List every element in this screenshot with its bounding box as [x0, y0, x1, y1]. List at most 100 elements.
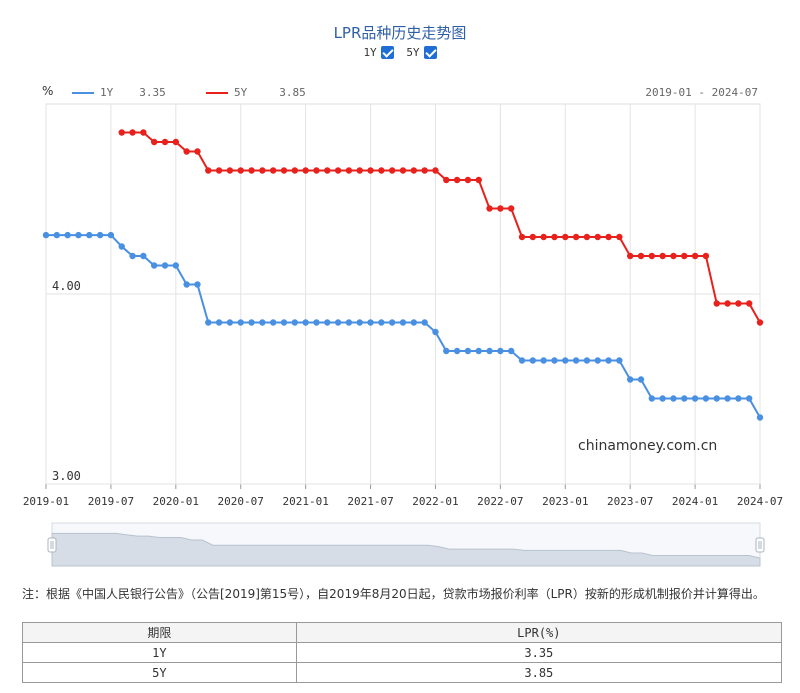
toggle-1y[interactable]: 1Y — [363, 46, 394, 59]
data-point-1y[interactable] — [259, 319, 266, 326]
data-point-1y[interactable] — [324, 319, 331, 326]
data-point-1y[interactable] — [518, 357, 526, 364]
data-point-5y[interactable] — [183, 148, 190, 155]
data-point-1y[interactable] — [194, 281, 201, 288]
data-point-1y[interactable] — [616, 357, 623, 364]
data-point-5y[interactable] — [215, 167, 223, 174]
data-point-5y[interactable] — [670, 252, 677, 260]
data-point-1y[interactable] — [269, 319, 277, 326]
data-point-1y[interactable] — [432, 328, 439, 336]
data-point-1y[interactable] — [96, 231, 104, 239]
data-point-5y[interactable] — [367, 167, 374, 174]
data-point-1y[interactable] — [551, 357, 558, 364]
data-point-1y[interactable] — [53, 231, 61, 239]
data-point-5y[interactable] — [237, 167, 244, 174]
data-point-5y[interactable] — [659, 252, 666, 260]
data-point-5y[interactable] — [551, 233, 558, 241]
data-point-5y[interactable] — [540, 233, 547, 241]
data-point-5y[interactable] — [453, 176, 461, 184]
data-point-5y[interactable] — [432, 167, 439, 174]
data-point-1y[interactable] — [172, 262, 180, 269]
data-point-1y[interactable] — [421, 319, 428, 326]
data-point-5y[interactable] — [475, 176, 482, 184]
data-point-1y[interactable] — [659, 395, 666, 402]
data-point-5y[interactable] — [324, 167, 331, 174]
data-point-5y[interactable] — [291, 167, 299, 174]
data-point-5y[interactable] — [529, 233, 537, 241]
data-point-1y[interactable] — [107, 231, 115, 239]
data-point-1y[interactable] — [443, 347, 450, 355]
data-point-1y[interactable] — [756, 414, 764, 421]
data-point-5y[interactable] — [140, 129, 147, 136]
data-point-1y[interactable] — [367, 319, 374, 326]
data-point-5y[interactable] — [356, 167, 363, 174]
data-point-1y[interactable] — [248, 319, 255, 326]
data-point-1y[interactable] — [129, 252, 136, 260]
data-point-1y[interactable] — [334, 319, 342, 326]
checkbox-checked-icon[interactable] — [423, 46, 437, 59]
data-point-1y[interactable] — [562, 357, 569, 364]
data-point-1y[interactable] — [215, 319, 223, 326]
data-point-1y[interactable] — [648, 395, 656, 402]
data-point-1y[interactable] — [626, 376, 634, 383]
data-point-1y[interactable] — [237, 319, 244, 326]
data-point-5y[interactable] — [194, 148, 201, 155]
data-point-1y[interactable] — [388, 319, 396, 326]
data-point-5y[interactable] — [280, 167, 288, 174]
data-point-1y[interactable] — [583, 357, 591, 364]
data-point-5y[interactable] — [605, 233, 612, 241]
toggle-5y[interactable]: 5Y — [406, 46, 437, 59]
data-point-5y[interactable] — [388, 167, 396, 174]
data-point-1y[interactable] — [226, 319, 234, 326]
data-point-1y[interactable] — [702, 395, 710, 402]
checkbox-checked-icon[interactable] — [380, 46, 394, 59]
data-point-5y[interactable] — [507, 205, 515, 212]
data-point-5y[interactable] — [259, 167, 266, 174]
data-point-1y[interactable] — [302, 319, 309, 326]
data-point-1y[interactable] — [378, 319, 385, 326]
data-point-5y[interactable] — [594, 233, 601, 241]
data-point-5y[interactable] — [269, 167, 277, 174]
data-point-1y[interactable] — [724, 395, 731, 402]
zoom-slider[interactable] — [47, 522, 765, 567]
data-point-5y[interactable] — [756, 319, 764, 326]
data-point-5y[interactable] — [421, 167, 428, 174]
data-point-5y[interactable] — [497, 205, 504, 212]
data-point-1y[interactable] — [572, 357, 580, 364]
data-point-1y[interactable] — [205, 319, 212, 326]
data-point-1y[interactable] — [64, 231, 71, 239]
data-point-1y[interactable] — [486, 347, 493, 355]
data-point-5y[interactable] — [702, 252, 710, 260]
data-point-5y[interactable] — [518, 233, 526, 241]
data-point-1y[interactable] — [594, 357, 601, 364]
data-point-5y[interactable] — [648, 252, 656, 260]
data-point-5y[interactable] — [486, 205, 493, 212]
data-point-5y[interactable] — [129, 129, 136, 136]
data-point-1y[interactable] — [507, 347, 515, 355]
data-point-1y[interactable] — [745, 395, 753, 402]
data-point-5y[interactable] — [410, 167, 418, 174]
data-point-5y[interactable] — [691, 252, 699, 260]
data-point-5y[interactable] — [637, 252, 645, 260]
data-point-5y[interactable] — [616, 233, 623, 241]
data-point-1y[interactable] — [313, 319, 320, 326]
data-point-5y[interactable] — [345, 167, 353, 174]
data-point-5y[interactable] — [248, 167, 255, 174]
data-point-5y[interactable] — [205, 167, 212, 174]
data-point-1y[interactable] — [183, 281, 190, 288]
legend-item-5y[interactable]: 5Y 3.85 — [206, 86, 306, 99]
data-point-1y[interactable] — [681, 395, 688, 402]
data-point-1y[interactable] — [475, 347, 482, 355]
data-point-5y[interactable] — [713, 300, 720, 307]
data-point-1y[interactable] — [291, 319, 299, 326]
data-point-1y[interactable] — [356, 319, 363, 326]
legend-item-1y[interactable]: 1Y 3.35 — [72, 86, 166, 99]
data-point-1y[interactable] — [529, 357, 537, 364]
data-point-5y[interactable] — [226, 167, 234, 174]
data-point-1y[interactable] — [399, 319, 407, 326]
data-point-1y[interactable] — [540, 357, 547, 364]
data-point-1y[interactable] — [410, 319, 418, 326]
data-point-1y[interactable] — [42, 231, 50, 239]
zoom-handle-left[interactable] — [47, 537, 57, 553]
data-point-5y[interactable] — [302, 167, 309, 174]
